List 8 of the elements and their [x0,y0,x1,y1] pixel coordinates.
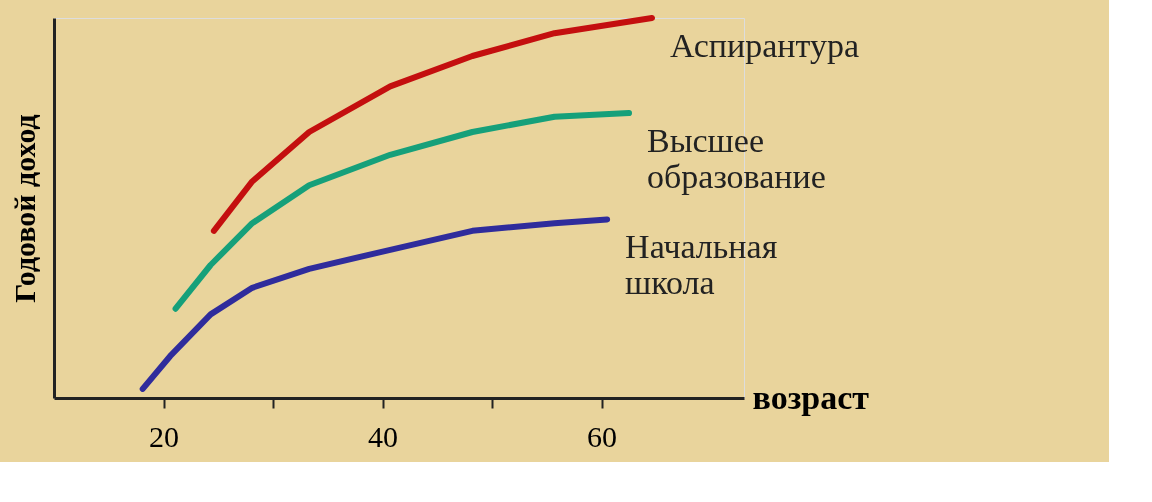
series-label: Начальная школа [625,228,778,302]
x-tick-label: 40 [368,419,399,453]
series-label: Аспирантура [670,27,859,64]
x-axis-title: возраст [752,378,870,416]
series-label: Высшее образование [647,122,826,195]
x-tick-label: 60 [587,419,618,453]
y-axis-title: Годовой доход [7,114,41,303]
x-tick-label: 20 [149,419,180,453]
